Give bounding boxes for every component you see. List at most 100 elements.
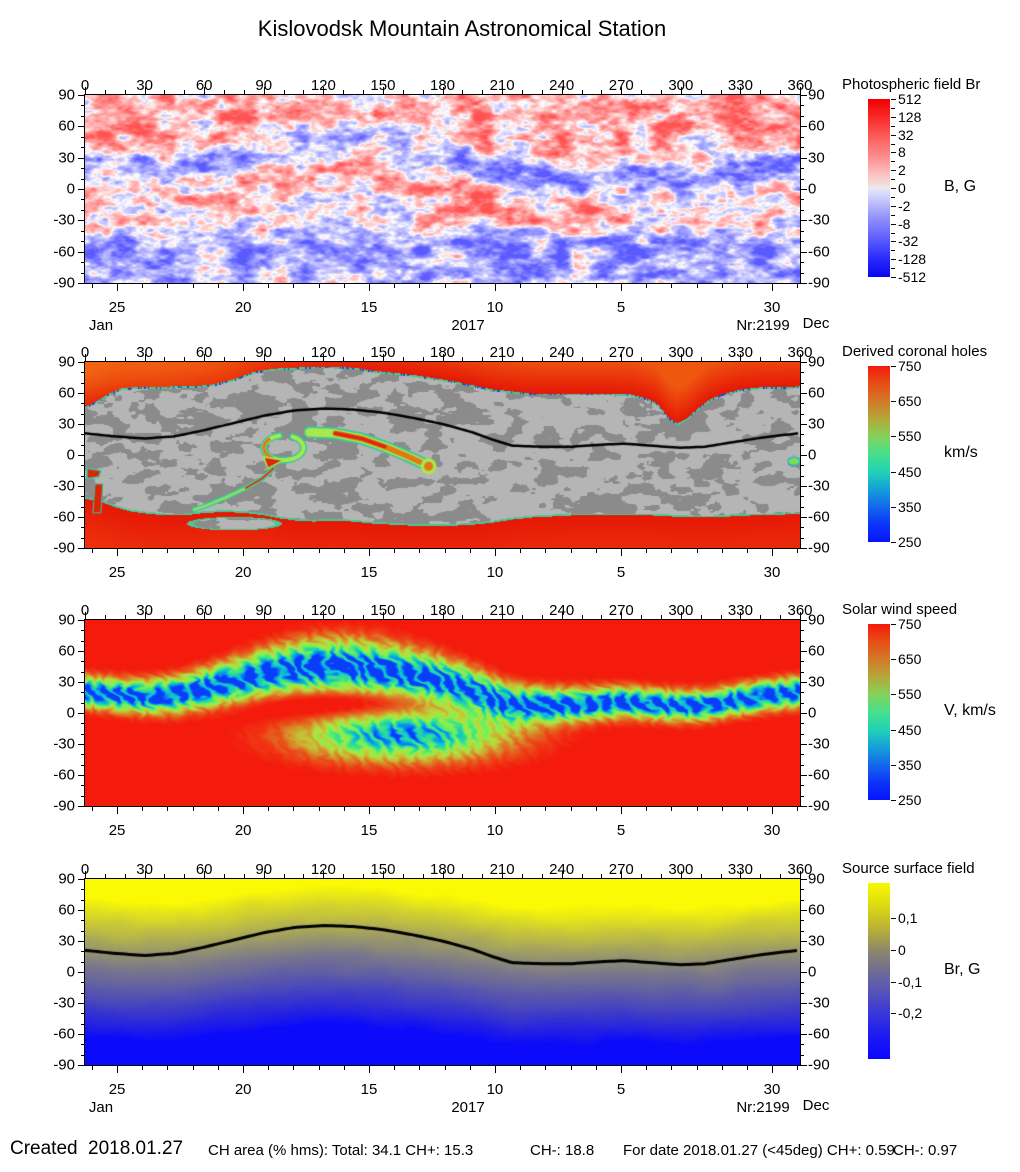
colorbar-tick-label: 512 [898, 91, 922, 107]
lat-label-right: 30 [808, 673, 825, 691]
lon-tick [144, 354, 146, 361]
lat-tick-right [801, 1023, 804, 1025]
lon-tick [204, 354, 206, 361]
lat-tick-left [81, 475, 84, 477]
date-tick [671, 284, 673, 288]
lon-tick-label: 330 [727, 77, 753, 94]
lat-tick-left [81, 992, 84, 994]
lon-tick [621, 87, 623, 94]
lat-tick-left [78, 220, 84, 222]
lat-tick-left [81, 661, 84, 663]
lat-tick-left [81, 115, 84, 117]
colorbar-tick-label: 128 [898, 108, 922, 125]
lon-tick [243, 90, 245, 94]
lat-tick-left [81, 951, 84, 953]
lat-label-left: 60 [58, 384, 75, 402]
lon-tick [462, 90, 464, 94]
lon-tick [263, 612, 265, 619]
lon-tick [462, 874, 464, 878]
lon-tick [581, 90, 583, 94]
lat-tick-right [801, 251, 807, 253]
colorbar-tick [891, 729, 896, 731]
lon-tick [204, 87, 206, 94]
lon-tick-label: 360 [787, 861, 813, 878]
lat-tick-left [78, 251, 84, 253]
lon-tick-label: 270 [608, 861, 634, 878]
date-tick [721, 1066, 723, 1070]
lon-tick-label: 120 [310, 77, 336, 94]
month-right-label: Dec [802, 315, 830, 332]
lon-tick [541, 90, 543, 94]
lat-tick-left [81, 754, 84, 756]
lat-tick-right [801, 136, 804, 138]
colorbar-minor-tick [891, 161, 895, 163]
lon-tick [442, 87, 444, 94]
lon-tick [581, 874, 583, 878]
lon-tick [323, 871, 325, 878]
lat-label-left: -60 [53, 243, 75, 261]
date-tick [494, 1066, 496, 1073]
lat-label-left: 60 [58, 901, 75, 919]
lat-tick-left [78, 713, 84, 714]
lat-tick-right [801, 199, 804, 201]
lon-tick [184, 90, 186, 94]
lat-tick-left [81, 1023, 84, 1025]
date-tick [696, 284, 698, 288]
lat-tick-right [801, 723, 804, 725]
lat-tick-right [801, 785, 804, 787]
colorbar-tick-label: 550 [898, 686, 922, 703]
lat-tick-right [801, 879, 807, 880]
lon-tick [283, 874, 285, 878]
date-tick [721, 284, 723, 288]
date-tick [192, 284, 194, 288]
lat-label-left: 0 [66, 704, 75, 722]
lat-label-right: -90 [808, 797, 830, 815]
lon-tick [760, 874, 762, 878]
colorbar-unit-coronal-holes: km/s [944, 443, 978, 461]
colorbar-unit-photospheric: B, G [944, 177, 977, 195]
lon-tick [402, 874, 404, 878]
date-tick [318, 549, 320, 553]
lon-tick [382, 612, 384, 619]
colorbar-tick-label: 450 [898, 463, 922, 480]
date-tick [142, 1066, 144, 1070]
lat-label-left: 90 [58, 86, 75, 104]
lat-tick-left [81, 1013, 84, 1015]
lat-tick-right [801, 403, 804, 405]
lat-tick-right [801, 899, 804, 901]
lat-tick-left [81, 764, 84, 766]
lat-tick-right [801, 1044, 804, 1046]
lon-tick-label: 90 [255, 861, 273, 878]
date-tick [419, 549, 421, 553]
lat-tick-left [81, 1054, 84, 1056]
lat-tick-left [78, 393, 84, 394]
date-tick [167, 549, 169, 553]
colorbar-tick-label: 750 [898, 616, 922, 632]
lon-tick [740, 354, 742, 361]
lat-label-left: 90 [58, 353, 75, 371]
month-left-label: Jan [88, 317, 114, 334]
lat-tick-right [801, 920, 804, 922]
date-tick [620, 1066, 622, 1073]
lat-tick-right [801, 517, 807, 518]
lat-tick-right [801, 651, 807, 652]
lon-tick [243, 357, 245, 361]
colorbar-title-source-surface: Source surface field [842, 860, 975, 877]
lat-tick-left [81, 241, 84, 243]
colorbar-minor-tick [891, 107, 895, 109]
lat-tick-left [81, 889, 84, 891]
date-tick [545, 549, 547, 553]
lon-tick-label: 0 [80, 344, 90, 361]
lat-tick-right [801, 806, 807, 807]
lat-label-left: 30 [58, 932, 75, 950]
lat-tick-left [81, 899, 84, 901]
lon-tick [780, 90, 782, 94]
lat-label-right: -60 [808, 766, 830, 784]
lat-tick-left [78, 972, 84, 973]
colorbar-tick-label: 550 [898, 428, 922, 445]
date-tick [217, 284, 219, 288]
lon-tick [700, 615, 702, 619]
date-tick [116, 549, 118, 556]
lon-tick [780, 874, 782, 878]
lat-tick-right [801, 620, 807, 621]
